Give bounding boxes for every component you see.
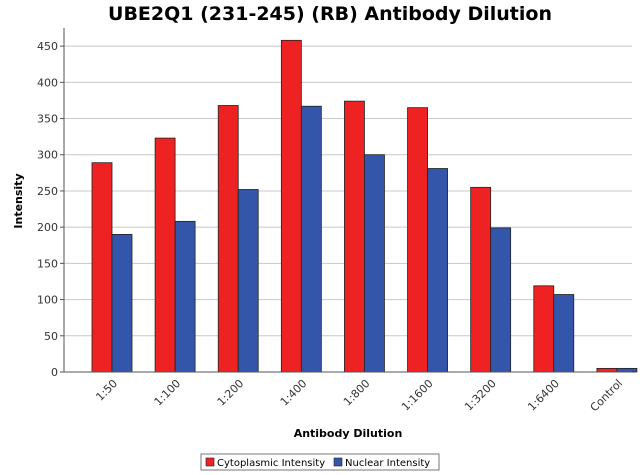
- bar-nuclear: [616, 367, 638, 373]
- bar-cytoplasmic: [470, 186, 492, 373]
- y-tick-label: 50: [44, 330, 58, 343]
- bar-cytoplasmic: [154, 137, 176, 373]
- bar-nuclear: [174, 220, 196, 373]
- bar-cytoplasmic: [596, 367, 618, 373]
- legend-label: Nuclear Intensity: [345, 458, 430, 469]
- bar-nuclear: [237, 189, 259, 373]
- chart-title: UBE2Q1 (231-245) (RB) Antibody Dilution: [108, 3, 552, 25]
- y-tick-label: 350: [37, 113, 58, 126]
- bars: [91, 39, 638, 373]
- x-tick-label: 1:3200: [462, 377, 499, 414]
- bar-cytoplasmic: [280, 39, 302, 373]
- y-tick-label: 450: [37, 40, 58, 53]
- x-axis-label: Antibody Dilution: [294, 427, 403, 440]
- bar-cytoplasmic: [407, 107, 428, 373]
- bar-nuclear: [111, 233, 133, 373]
- y-tick-label: 300: [37, 149, 58, 162]
- bar-cytoplasmic: [91, 162, 113, 373]
- y-tick-label: 0: [51, 366, 58, 379]
- bar-cytoplasmic: [533, 285, 555, 373]
- y-tick-label: 100: [37, 294, 58, 307]
- x-tick-label: 1:100: [152, 377, 184, 409]
- bar-nuclear: [427, 168, 448, 373]
- y-tick-label: 250: [37, 185, 58, 198]
- bar-cytoplasmic: [344, 100, 365, 373]
- bar-nuclear: [364, 154, 385, 373]
- y-tick-label: 200: [37, 221, 58, 234]
- legend-label: Cytoplasmic Intensity: [217, 458, 325, 469]
- bar-cytoplasmic: [217, 105, 239, 373]
- x-tick-label: 1:800: [341, 377, 373, 409]
- legend-swatch: [333, 457, 343, 467]
- y-tick-labels: 0 50 100 150 200 250 300 350 400 450: [37, 40, 58, 379]
- x-tick-label: 1:400: [278, 377, 310, 409]
- x-tick-label: 1:6400: [525, 377, 562, 414]
- y-tick-label: 150: [37, 257, 58, 270]
- legend: Cytoplasmic Intensity Nuclear Intensity: [200, 453, 440, 471]
- x-tick-label: 1:50: [93, 377, 120, 404]
- x-tick-labels: 1:50 1:100 1:200 1:400 1:800 1:1600 1:3200 1:64…: [93, 377, 625, 414]
- y-tick-label: 400: [37, 76, 58, 89]
- y-axis-label: Intensity: [12, 173, 25, 228]
- legend-swatch: [205, 457, 215, 467]
- bar-nuclear: [490, 227, 512, 373]
- x-tick-label: 1:1600: [399, 377, 436, 414]
- bar-nuclear: [300, 105, 322, 373]
- x-tick-label: Control: [588, 377, 625, 414]
- bar-nuclear: [553, 294, 575, 373]
- axes: [60, 28, 632, 373]
- legend-box: [200, 453, 440, 471]
- x-tick-label: 1:200: [215, 377, 247, 409]
